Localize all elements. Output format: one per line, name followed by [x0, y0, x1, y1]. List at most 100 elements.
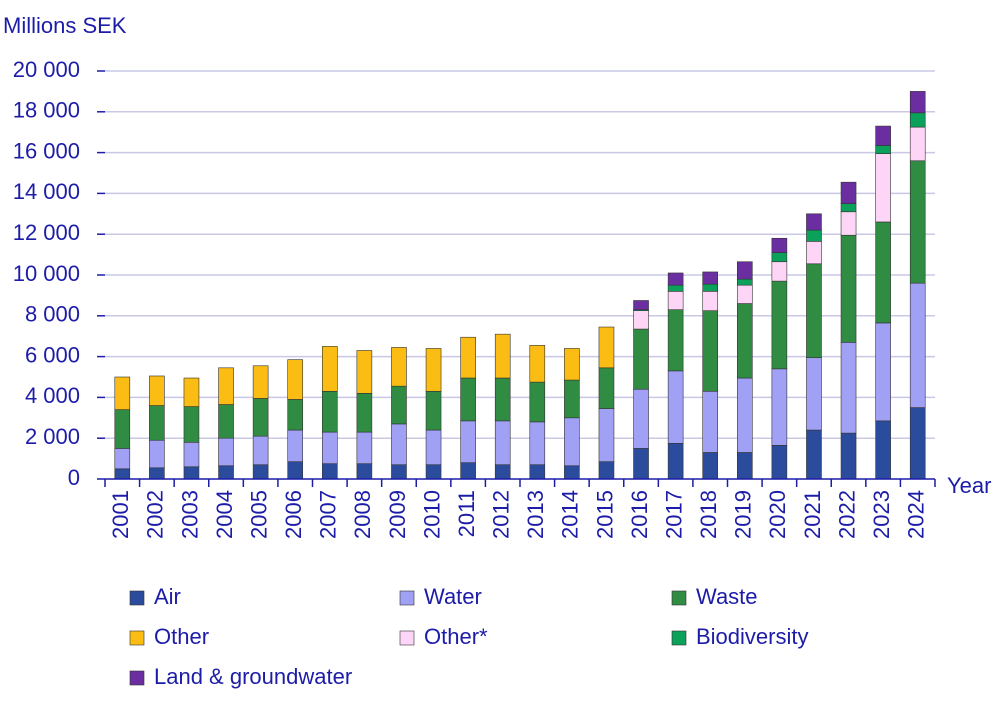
y-tick-label: 16 000 — [13, 138, 80, 163]
bar-segment — [736, 284, 753, 304]
bar-segment — [494, 377, 511, 422]
x-tick-label: 2003 — [177, 490, 202, 539]
bar-segment — [806, 229, 822, 242]
bar-segment — [875, 420, 891, 480]
bar-segment — [287, 359, 304, 400]
bar-segment — [494, 333, 511, 379]
x-tick-label: 2017 — [661, 490, 686, 539]
bar-segment — [149, 405, 165, 441]
bar-segment — [218, 404, 234, 439]
x-tick-label: 2020 — [765, 490, 790, 539]
bar-segment — [114, 376, 131, 410]
legend-label: Other* — [424, 624, 488, 649]
bar-segment — [321, 390, 338, 433]
bar-segment — [114, 409, 131, 449]
legend-swatch — [129, 590, 145, 606]
bar-segment — [840, 181, 857, 204]
x-tick-label: 2005 — [246, 490, 271, 539]
x-tick-label: 2019 — [731, 490, 756, 539]
x-tick-label: 2001 — [108, 490, 133, 539]
bar-segment — [771, 368, 788, 446]
bar-segment — [149, 467, 165, 480]
bar-segment — [667, 291, 684, 310]
bar-segment — [391, 423, 407, 466]
legend-label: Air — [154, 584, 181, 609]
bar-segment — [529, 345, 546, 383]
bar-segment — [460, 336, 476, 379]
bar-segment — [529, 421, 546, 466]
bar-segment — [252, 464, 269, 480]
bar-segment — [598, 367, 615, 409]
bar-segment — [667, 442, 684, 480]
bar-segment — [909, 407, 926, 480]
bar-segment — [529, 381, 546, 423]
y-tick-label: 12 000 — [13, 220, 80, 245]
bar-segment — [633, 388, 649, 449]
bar-segment — [633, 310, 649, 330]
bar-segment — [702, 283, 719, 292]
y-tick-label: 18 000 — [13, 98, 80, 123]
bar-segment — [909, 282, 926, 408]
bar-segment — [564, 379, 580, 419]
bar-segment — [391, 464, 407, 480]
legend-label: Other — [154, 624, 209, 649]
y-axis-label: Millions SEK — [3, 13, 127, 38]
bar-segment — [114, 448, 131, 470]
bar-segment — [633, 448, 649, 480]
x-tick-label: 2013 — [523, 490, 548, 539]
bar-segment — [840, 203, 857, 213]
bar-segment — [736, 377, 753, 453]
bar-segment — [287, 399, 304, 431]
bar-segment — [806, 241, 822, 265]
bar-segment — [875, 145, 891, 154]
bar-segment — [702, 310, 719, 392]
x-tick-label: 2016 — [627, 490, 652, 539]
legend-swatch — [129, 630, 145, 646]
bar-segment — [702, 452, 719, 480]
bar-segment — [875, 221, 891, 324]
x-tick-label: 2012 — [489, 490, 514, 539]
bar-segment — [287, 461, 304, 480]
bar-segment — [391, 385, 407, 425]
bar-segment — [183, 406, 200, 443]
bar-segment — [391, 347, 407, 387]
y-tick-label: 6 000 — [25, 342, 80, 367]
legend-label: Water — [424, 584, 482, 609]
bar-segment — [494, 464, 511, 480]
x-tick-label: 2015 — [592, 490, 617, 539]
x-tick-label: 2011 — [454, 490, 479, 537]
bar-segment — [771, 280, 788, 370]
bar-segment — [252, 435, 269, 466]
x-axis-label: Year — [947, 473, 991, 498]
bar-segment — [494, 420, 511, 466]
x-tick-label: 2009 — [385, 490, 410, 539]
bar-segment — [598, 461, 615, 480]
x-tick-label: 2006 — [281, 490, 306, 539]
bar-segment — [771, 237, 788, 253]
legend-label: Waste — [696, 584, 758, 609]
bar-segment — [183, 466, 200, 480]
bar-segment — [460, 377, 476, 422]
x-tick-label: 2014 — [558, 490, 583, 539]
bar-segment — [736, 303, 753, 379]
bar-segment — [218, 437, 234, 467]
x-tick-label: 2008 — [350, 490, 375, 539]
bar-segment — [564, 465, 580, 480]
y-tick-label: 2 000 — [25, 424, 80, 449]
bar-segment — [356, 431, 373, 464]
bar-segment — [252, 398, 269, 437]
x-tick-label: 2021 — [800, 490, 825, 539]
legend-swatch — [399, 590, 415, 606]
legend-label: Land & groundwater — [154, 664, 352, 689]
x-tick-label: 2004 — [212, 490, 237, 539]
legend-swatch — [671, 630, 687, 646]
bar-segment — [252, 365, 269, 399]
y-tick-label: 4 000 — [25, 383, 80, 408]
bar-segment — [183, 377, 200, 407]
bar-segment — [149, 439, 165, 469]
bar-segment — [218, 465, 234, 480]
legend-swatch — [399, 630, 415, 646]
bar-segment — [529, 464, 546, 480]
legend-swatch — [129, 670, 145, 686]
